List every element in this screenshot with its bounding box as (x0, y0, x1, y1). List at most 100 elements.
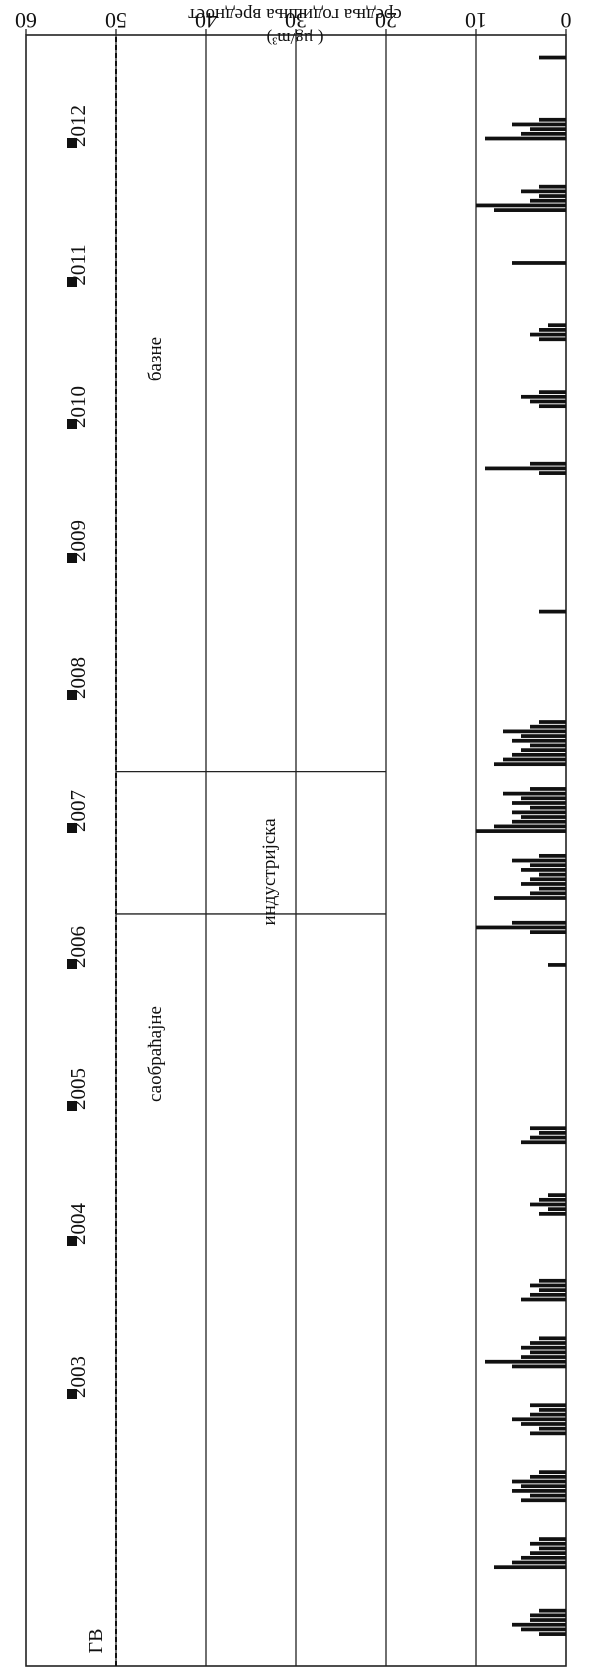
bar (512, 819, 566, 824)
gridlines (115, 35, 477, 1666)
bar (512, 122, 566, 127)
bar (512, 1364, 566, 1369)
bar (530, 1350, 566, 1355)
group-label: базне (145, 337, 166, 381)
bars (476, 55, 566, 1636)
bar (530, 1431, 566, 1436)
bar (521, 796, 566, 801)
bar (521, 1498, 566, 1503)
bar (503, 729, 566, 734)
legend-marker (67, 419, 77, 429)
bar (521, 131, 566, 136)
bar (530, 127, 566, 132)
bar (530, 1202, 566, 1207)
bar (539, 390, 566, 394)
bar (530, 1135, 566, 1140)
bar (548, 1193, 566, 1197)
bar (512, 1417, 566, 1422)
bar (521, 882, 566, 886)
bar (521, 394, 566, 399)
bar (530, 198, 566, 203)
bar (521, 1422, 566, 1426)
bar (494, 208, 566, 212)
bar (530, 461, 566, 466)
y-tick-label: 50 (105, 8, 127, 33)
bar (530, 1618, 566, 1622)
bar (530, 1474, 566, 1479)
bar (485, 466, 566, 471)
bar (530, 743, 566, 748)
legend-marker (67, 690, 77, 700)
y-axis-title: средња годишња вредност ( µg/m³) (188, 4, 402, 48)
legend-year: 2007 (66, 790, 90, 832)
bar (530, 1613, 566, 1618)
limit-line: ГВ (85, 35, 117, 1666)
bar (485, 1359, 566, 1364)
bar (512, 1560, 566, 1565)
bar (539, 1197, 566, 1202)
bar (530, 1292, 566, 1297)
bar (476, 829, 566, 833)
legend-year: 2006 (66, 926, 90, 968)
bar (521, 734, 566, 738)
bar (494, 1565, 566, 1570)
y-tick-label: 10 (465, 8, 487, 33)
bar (530, 1493, 566, 1498)
bar (539, 1632, 566, 1636)
bar (539, 471, 566, 475)
bar (548, 323, 566, 328)
bar (539, 609, 566, 614)
bar (503, 757, 566, 762)
bar (530, 1551, 566, 1556)
bar (521, 1627, 566, 1632)
bar (494, 896, 566, 900)
station-groups: саобраћајне индустријска базне (116, 337, 386, 1102)
bar (476, 203, 566, 208)
legend-year: 2008 (66, 657, 90, 699)
bar (539, 194, 566, 198)
bar (512, 261, 566, 265)
bar (548, 963, 566, 967)
bar (521, 748, 566, 753)
bar (530, 1412, 566, 1417)
bar (512, 1489, 566, 1493)
bar (521, 1140, 566, 1145)
group-label: индустријска (259, 818, 280, 926)
bar (512, 752, 566, 757)
bar (521, 189, 566, 194)
bar (539, 1426, 566, 1431)
bar (530, 863, 566, 868)
legend-year: 2003 (66, 1356, 90, 1398)
bar (476, 925, 566, 930)
y-tick-label: 20 (375, 8, 397, 33)
bar (530, 1541, 566, 1546)
legend-marker (67, 1389, 77, 1399)
y-axis-label-line2: ( µg/m³) (267, 29, 324, 48)
legend-marker (67, 553, 77, 563)
bar (539, 720, 566, 724)
group-label: саобраћајне (145, 1006, 166, 1102)
legend-marker (67, 277, 77, 287)
bar (512, 858, 566, 863)
bar (521, 1355, 566, 1359)
bar (539, 872, 566, 877)
bar (548, 1207, 566, 1212)
bar (530, 1341, 566, 1345)
limit-label: ГВ (85, 1629, 107, 1654)
legend: 2003 2004 2005 2006 2007 2008 2009 2010 2011 2012 (66, 105, 90, 1399)
bar (521, 868, 566, 872)
bar (539, 1288, 566, 1293)
bar (539, 117, 566, 122)
bar (539, 1211, 566, 1216)
bar (485, 136, 566, 141)
legend-marker (67, 823, 77, 833)
bar (503, 791, 566, 796)
y-tick-label: 30 (285, 8, 307, 33)
bar (530, 332, 566, 337)
bar (521, 1345, 566, 1350)
bar (530, 1403, 566, 1408)
bar (494, 762, 566, 767)
bar (539, 337, 566, 342)
bar (539, 1546, 566, 1551)
